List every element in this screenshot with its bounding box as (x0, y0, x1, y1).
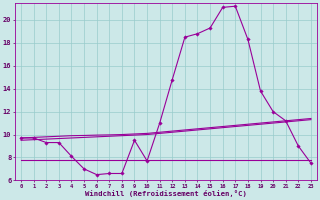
X-axis label: Windchill (Refroidissement éolien,°C): Windchill (Refroidissement éolien,°C) (85, 190, 247, 197)
